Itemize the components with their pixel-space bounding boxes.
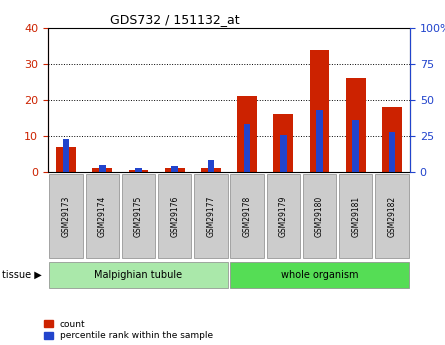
Bar — [129, 170, 149, 172]
Bar — [230, 263, 409, 288]
Bar — [158, 174, 191, 258]
Bar — [208, 160, 214, 172]
Bar — [122, 174, 155, 258]
Text: GSM29178: GSM29178 — [243, 195, 251, 237]
Bar — [303, 174, 336, 258]
Bar — [237, 96, 257, 172]
Text: GSM29181: GSM29181 — [351, 195, 360, 237]
Bar — [201, 168, 221, 172]
Bar — [135, 168, 142, 172]
Text: whole organism: whole organism — [281, 270, 358, 280]
Text: GSM29175: GSM29175 — [134, 195, 143, 237]
Bar — [339, 174, 372, 258]
Bar — [244, 125, 251, 172]
Legend: count, percentile rank within the sample: count, percentile rank within the sample — [44, 320, 213, 341]
Bar — [171, 166, 178, 172]
Bar — [49, 174, 83, 258]
Bar — [280, 135, 287, 172]
Bar — [316, 110, 323, 172]
Text: GSM29177: GSM29177 — [206, 195, 215, 237]
Bar — [93, 168, 112, 172]
Text: Malpighian tubule: Malpighian tubule — [94, 270, 182, 280]
Text: GSM29174: GSM29174 — [98, 195, 107, 237]
Text: GSM29173: GSM29173 — [61, 195, 71, 237]
Bar — [382, 107, 402, 172]
Text: GSM29176: GSM29176 — [170, 195, 179, 237]
Bar — [267, 174, 300, 258]
Text: tissue ▶: tissue ▶ — [2, 270, 42, 280]
Bar — [63, 139, 69, 172]
Bar — [165, 168, 185, 172]
Bar — [273, 115, 293, 172]
Text: GSM29179: GSM29179 — [279, 195, 288, 237]
Bar — [194, 174, 227, 258]
Bar — [56, 147, 76, 172]
Bar — [388, 132, 395, 172]
Bar — [375, 174, 409, 258]
Bar — [231, 174, 264, 258]
Bar — [310, 50, 329, 172]
Bar — [346, 78, 366, 172]
Text: GSM29182: GSM29182 — [388, 195, 396, 237]
Text: GSM29180: GSM29180 — [315, 195, 324, 237]
Bar — [352, 120, 359, 172]
Text: GDS732 / 151132_at: GDS732 / 151132_at — [110, 13, 239, 26]
Bar — [99, 165, 105, 172]
Bar — [49, 263, 228, 288]
Bar — [85, 174, 119, 258]
